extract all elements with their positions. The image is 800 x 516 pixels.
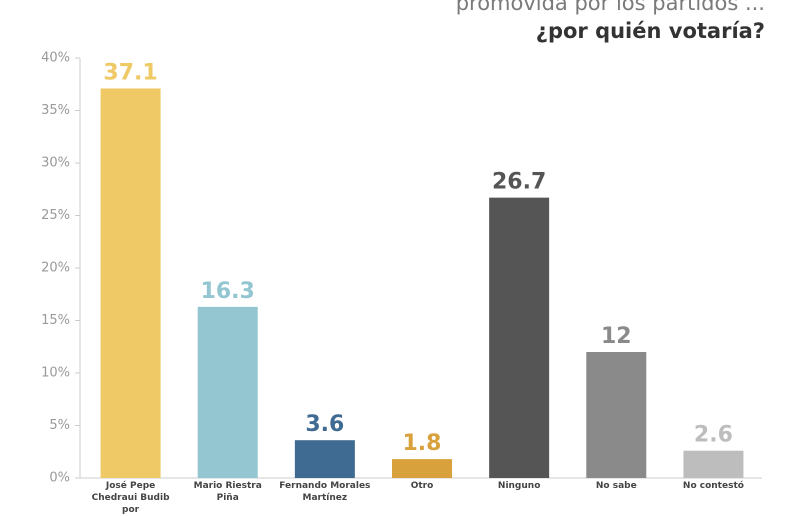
- value-label: 1.8: [403, 431, 442, 456]
- bar: [586, 352, 647, 478]
- bar: [197, 306, 258, 478]
- value-label: 12: [601, 324, 632, 349]
- y-tick-label: 40%: [41, 51, 70, 66]
- y-tick-label: 30%: [41, 156, 70, 171]
- y-tick-label: 10%: [41, 366, 70, 381]
- value-label: 26.7: [492, 170, 546, 195]
- x-tick-label: José Pepe Chedraui Budib por: [91, 481, 170, 515]
- chart-subtitle: ¿por quién votaría?: [536, 19, 765, 43]
- y-tick-label: 0%: [49, 471, 70, 486]
- y-tick-label: 35%: [41, 103, 70, 118]
- x-tick-label: Otro: [410, 481, 434, 491]
- bar: [489, 197, 550, 478]
- y-tick-label: 5%: [49, 418, 70, 433]
- value-label: 37.1: [103, 60, 157, 85]
- page: promovida por los partidos ... ¿por quié…: [41, 0, 765, 515]
- chart: promovida por los partidos ... ¿por quié…: [41, 0, 765, 486]
- x-tick-label: No sabe: [595, 481, 637, 491]
- bar: [683, 450, 744, 478]
- value-label: 16.3: [201, 279, 255, 304]
- x-tick-label: Mario Riestra Piña: [193, 481, 262, 503]
- value-label: 3.6: [305, 412, 344, 437]
- y-tick-label: 15%: [41, 313, 70, 328]
- bar: [294, 440, 355, 478]
- bar: [392, 459, 452, 478]
- y-tick-label: 20%: [41, 261, 70, 276]
- x-tick-label: Ninguno: [497, 481, 541, 491]
- x-tick-label: No contestó: [682, 481, 744, 491]
- value-label: 2.6: [694, 423, 733, 448]
- chart-title: promovida por los partidos ...: [456, 0, 765, 15]
- x-tick-label: Fernando Morales Martínez: [279, 481, 371, 503]
- bar: [100, 88, 161, 478]
- y-tick-label: 25%: [41, 208, 70, 223]
